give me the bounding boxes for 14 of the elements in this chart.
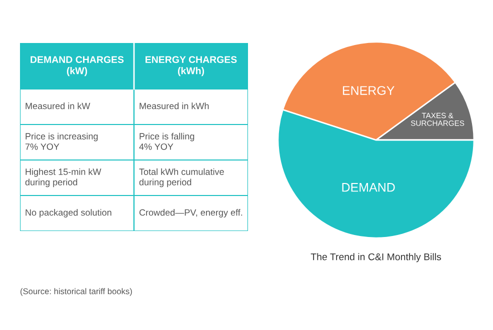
text: The Trend in C&I Monthly Bills (310, 253, 442, 262)
text: DEMAND CHARGES (kW) (30, 56, 124, 76)
text: Price is falling 4% YOY (139, 132, 194, 150)
text: Highest 15-min kW during period (25, 168, 102, 188)
text: (Source: historical tariff books) (20, 288, 132, 296)
slice-label: DEMAND (342, 183, 395, 192)
text: ENERGY CHARGES (kWh) (146, 56, 237, 76)
text: Measured in kW (26, 102, 90, 110)
text: Total kWh cumulative during period (139, 168, 224, 188)
text: Measured in kWh (140, 102, 209, 110)
slice-label: ENERGY (342, 86, 394, 95)
text: Crowded—PV, energy eff. (139, 209, 242, 218)
text: Price is increasing 7% YOY (25, 132, 98, 150)
text: No packaged solution (26, 209, 112, 218)
